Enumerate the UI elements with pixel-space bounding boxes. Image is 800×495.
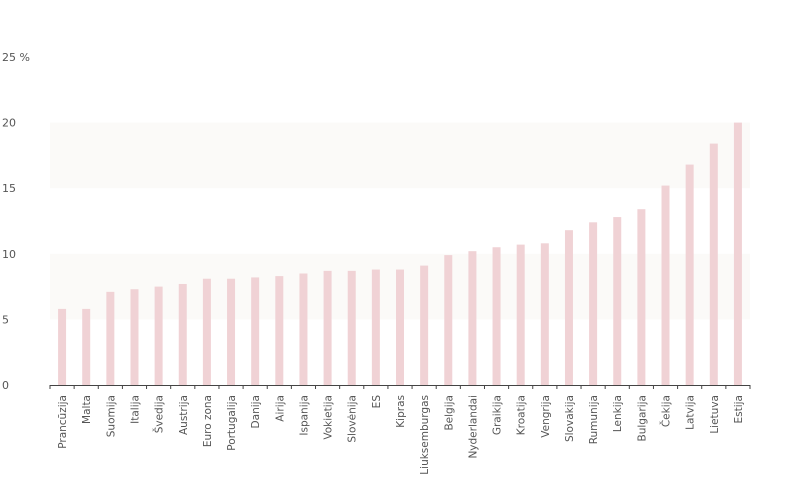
x-tick-label: Lenkija bbox=[612, 395, 624, 432]
bar bbox=[227, 278, 236, 385]
x-tick-label: Rumunija bbox=[588, 395, 600, 444]
x-tick-label: Vokietija bbox=[323, 395, 335, 440]
y-tick-label: 0 bbox=[2, 379, 9, 392]
y-tick-label: 20 bbox=[2, 117, 16, 130]
x-tick-label: Portugalija bbox=[226, 395, 238, 451]
bar bbox=[564, 230, 573, 385]
y-tick-label: 25 % bbox=[2, 51, 30, 64]
bar bbox=[733, 122, 742, 385]
bar bbox=[58, 308, 67, 385]
x-tick-label: Čekija bbox=[660, 395, 673, 427]
grid-band bbox=[50, 122, 750, 189]
x-tick-label: Malta bbox=[81, 395, 93, 424]
y-axis-ticks: 0 5 10 15 20 25 % bbox=[2, 51, 30, 392]
x-tick-label: Euro zona bbox=[202, 395, 214, 447]
x-tick-label: Suomija bbox=[105, 395, 117, 437]
x-tick-label: Slovakija bbox=[564, 395, 576, 442]
bar bbox=[540, 243, 549, 385]
x-tick-label: Nyderlandai bbox=[467, 395, 479, 459]
x-tick-label: Bulgarija bbox=[636, 395, 648, 441]
grid-bands bbox=[50, 122, 750, 320]
bar bbox=[323, 270, 332, 385]
bar bbox=[661, 185, 670, 385]
x-tick-label: Kroatija bbox=[516, 395, 528, 435]
bar bbox=[82, 308, 91, 385]
x-axis bbox=[49, 385, 751, 389]
bar bbox=[444, 255, 453, 385]
bar bbox=[396, 269, 404, 385]
x-tick-label: Slovėnija bbox=[347, 395, 359, 443]
bar bbox=[299, 273, 308, 385]
bar bbox=[251, 277, 260, 385]
x-tick-label: Ispanija bbox=[298, 395, 310, 436]
bar bbox=[178, 283, 187, 385]
bar bbox=[685, 164, 694, 385]
bar bbox=[613, 217, 622, 385]
x-tick-label: Vengrija bbox=[540, 395, 552, 438]
x-tick-label: Kipras bbox=[395, 395, 407, 428]
x-tick-label: ES bbox=[371, 395, 383, 409]
bar bbox=[154, 286, 163, 385]
bar bbox=[202, 278, 211, 385]
bar bbox=[468, 251, 477, 385]
x-tick-label: Estija bbox=[733, 395, 745, 424]
bar bbox=[371, 269, 380, 385]
y-tick-label: 5 bbox=[2, 313, 9, 326]
x-tick-label: Latvija bbox=[685, 395, 697, 430]
x-tick-label: Švedija bbox=[153, 395, 166, 433]
x-tick-label: Airija bbox=[274, 395, 286, 422]
bar bbox=[130, 289, 139, 385]
x-tick-label: Belgija bbox=[443, 395, 455, 431]
y-tick-label: 15 bbox=[2, 182, 16, 195]
bar bbox=[637, 209, 646, 385]
y-tick-label: 10 bbox=[2, 248, 16, 261]
x-tick-label: Lietuva bbox=[709, 395, 721, 434]
bar bbox=[420, 265, 429, 385]
bar bbox=[516, 244, 525, 385]
bar bbox=[106, 291, 115, 385]
x-tick-label: Prancūzija bbox=[57, 395, 69, 449]
bar bbox=[589, 222, 598, 385]
x-tick-label: Graikija bbox=[492, 395, 504, 435]
bar bbox=[347, 270, 356, 385]
bar bbox=[709, 143, 718, 385]
bars bbox=[58, 122, 742, 385]
x-tick-label: Austrija bbox=[178, 395, 190, 435]
category-labels: Prancūzija Malta Suomija Italija Švedija Aust… bbox=[57, 395, 745, 475]
bar bbox=[492, 247, 501, 385]
x-tick-label: Italija bbox=[129, 395, 141, 424]
x-tick-label: Danija bbox=[250, 395, 262, 428]
bar bbox=[275, 276, 284, 385]
x-tick-label: Liuksemburgas bbox=[419, 395, 431, 475]
